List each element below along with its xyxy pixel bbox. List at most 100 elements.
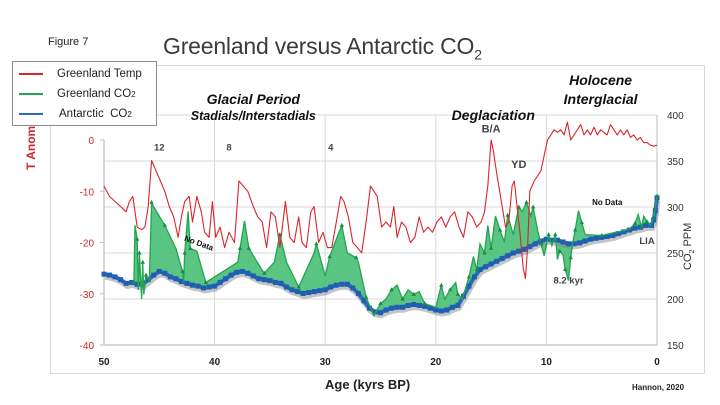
- x-tick-label: 30: [320, 357, 332, 368]
- antarctic-co2-marker: [156, 268, 162, 274]
- antarctic-co2-marker: [162, 270, 168, 276]
- period-label: Glacial Period: [207, 91, 301, 107]
- greenland-co2-marker: [149, 199, 154, 204]
- antarctic-co2-marker: [444, 307, 450, 313]
- antarctic-co2-marker: [283, 284, 289, 290]
- y-axis-right-label-main: CO: [682, 253, 694, 271]
- y-left-tick-label: -40: [80, 341, 95, 352]
- antarctic-co2-marker: [223, 276, 229, 282]
- greenland-co2-marker: [339, 222, 344, 227]
- antarctic-co2-marker: [483, 264, 489, 270]
- antarctic-co2-marker: [488, 261, 494, 267]
- greenland-co2-marker: [546, 232, 551, 237]
- antarctic-co2-marker: [228, 272, 234, 278]
- greenland-co2-marker: [162, 222, 168, 227]
- chart-title-main: Greenland versus Antarctic CO: [163, 33, 475, 59]
- antarctic-co2-marker: [416, 302, 422, 308]
- antarctic-co2-marker: [455, 302, 461, 308]
- y-right-tick-label: 250: [667, 249, 684, 260]
- antarctic-co2-marker: [383, 307, 389, 313]
- x-tick-label: 0: [654, 357, 660, 368]
- y-left-tick-label: -20: [80, 239, 95, 250]
- y-axis-right-label-subscript: 2: [689, 249, 697, 254]
- antarctic-co2-marker: [643, 222, 649, 228]
- x-tick-label: 40: [209, 357, 221, 368]
- antarctic-co2-marker: [123, 280, 129, 286]
- antarctic-co2-marker: [306, 290, 312, 296]
- greenland-co2-marker: [246, 245, 252, 250]
- antarctic-co2-marker: [107, 272, 113, 278]
- legend-label-subscript: 2: [131, 89, 136, 99]
- y-axis-right-label: CO2 PPM: [682, 223, 696, 270]
- period-label: Deglaciation: [452, 107, 535, 123]
- antarctic-co2-marker: [394, 304, 400, 310]
- greenland-co2-marker: [134, 236, 140, 241]
- antarctic-co2-marker: [499, 256, 505, 262]
- greenland-co2-marker: [327, 254, 332, 259]
- antarctic-co2-marker: [112, 274, 118, 280]
- annotation-label: B/A: [482, 123, 501, 135]
- antarctic-co2-marker: [571, 241, 577, 247]
- figure-label: Figure 7: [48, 36, 89, 48]
- period-label: Interglacial: [564, 91, 639, 107]
- antarctic-co2-marker: [554, 237, 560, 243]
- greenland-co2-marker: [538, 241, 544, 246]
- antarctic-co2-marker: [626, 227, 632, 233]
- y-axis-right-label-rest: PPM: [682, 222, 694, 250]
- antarctic-co2-marker: [239, 268, 245, 274]
- antarctic-co2-marker: [217, 279, 223, 285]
- chart-title-subscript: 2: [474, 46, 482, 63]
- antarctic-co2-marker: [549, 237, 555, 243]
- antarctic-co2-marker: [560, 239, 566, 245]
- antarctic-co2-marker: [422, 303, 428, 309]
- antarctic-co2-marker: [250, 273, 256, 279]
- legend-label-greenland-temp: Greenland Temp: [57, 68, 142, 80]
- greenland-co2-marker: [203, 279, 208, 284]
- chart-frame: [50, 65, 705, 374]
- antarctic-co2-marker: [278, 280, 284, 286]
- legend-label-antarctic-co2: Antarctic CO: [59, 108, 128, 120]
- greenland-co2-line: [133, 195, 658, 318]
- antarctic-co2-marker: [195, 283, 201, 289]
- antarctic-co2-marker: [466, 283, 472, 289]
- greenland-co2-marker: [262, 270, 267, 275]
- antarctic-co2-marker: [267, 278, 273, 284]
- greenland-co2-marker: [411, 291, 416, 296]
- chart-title: Greenland versus Antarctic CO2: [163, 33, 482, 63]
- legend-item-greenland-temp: Greenland Temp: [19, 65, 142, 83]
- antarctic-co2-marker: [593, 235, 599, 241]
- legend-swatch-greenland-temp: [19, 73, 43, 75]
- antarctic-co2-marker: [566, 241, 572, 247]
- annotation-label: 8: [226, 142, 231, 153]
- greenland-co2-marker: [400, 296, 405, 301]
- greenland-co2-marker: [632, 221, 638, 226]
- antarctic-co2-marker: [449, 304, 455, 310]
- antarctic-co2-marker: [405, 302, 411, 308]
- antarctic-co2-marker: [651, 217, 657, 223]
- greenland-co2-marker: [314, 241, 319, 246]
- antarctic-co2-marker: [532, 241, 538, 247]
- greenland-co2-marker: [237, 245, 243, 250]
- antarctic-co2-marker: [648, 222, 654, 228]
- antarctic-co2-marker: [339, 281, 345, 287]
- greenland-co2-marker: [505, 212, 510, 217]
- greenland-co2-marker: [137, 250, 142, 255]
- credit-label: Hannon, 2020: [632, 383, 685, 392]
- greenland-co2-marker: [557, 248, 562, 253]
- y-left-tick-label: -30: [80, 290, 95, 301]
- antarctic-co2-marker: [433, 307, 439, 313]
- legend-item-antarctic-co2: Antarctic CO 2: [19, 105, 132, 123]
- antarctic-co2-marker: [261, 277, 267, 283]
- greenland-co2-marker: [131, 279, 137, 284]
- antarctic-co2-marker: [477, 267, 483, 273]
- antarctic-co2-marker: [610, 233, 616, 239]
- period-label: Stadials/Interstadials: [191, 109, 316, 123]
- y-right-tick-label: 300: [667, 203, 684, 214]
- greenland-co2-marker: [497, 227, 503, 232]
- annotation-label: LIA: [639, 236, 654, 247]
- antarctic-co2-marker: [134, 281, 140, 287]
- antarctic-co2-marker: [494, 258, 500, 264]
- antarctic-co2-marker: [621, 229, 627, 235]
- antarctic-co2-marker: [173, 276, 179, 282]
